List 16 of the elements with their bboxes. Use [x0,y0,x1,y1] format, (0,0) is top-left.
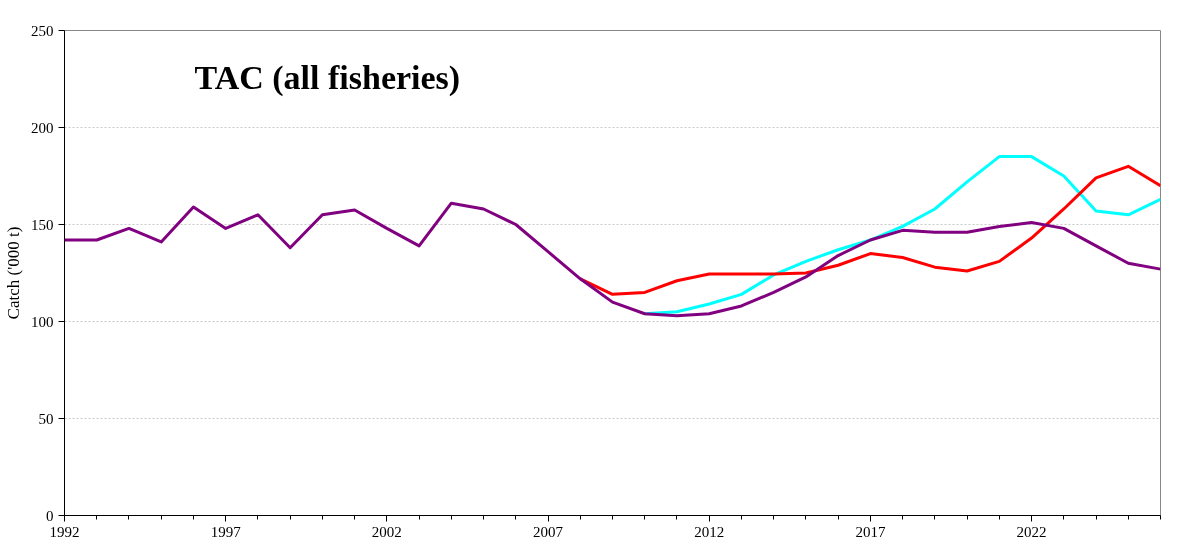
y-axis-title: Catch ('000 t) [4,226,23,320]
x-tick-label: 2002 [371,523,402,540]
y-tick-label: 50 [38,410,54,427]
x-tick-label: 2007 [533,523,564,540]
x-tick-label: 2017 [855,523,886,540]
y-tick-label: 100 [31,313,54,330]
x-tick-label: 2022 [1016,523,1047,540]
y-tick-label: 150 [31,216,54,233]
y-tick-label: 0 [46,507,54,524]
x-tick-label: 1997 [210,523,242,540]
x-tick-label: 2012 [694,523,725,540]
y-tick-label: 200 [31,119,54,136]
x-tick-label: 1992 [49,523,80,540]
text: TAC (all fisheries) [194,58,461,97]
line-series [64,201,1161,318]
y-tick-label: 250 [31,22,54,39]
